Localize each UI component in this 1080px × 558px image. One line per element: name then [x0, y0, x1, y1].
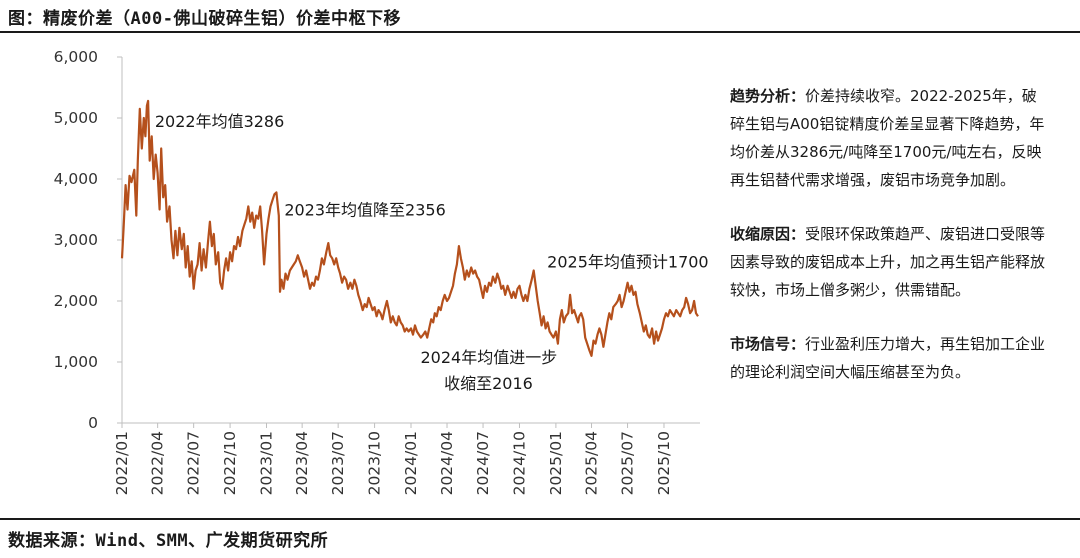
annotation-1: 2023年均值降至2356 — [284, 201, 445, 220]
x-tick-label: 2023/07 — [329, 431, 347, 495]
note-trend: 趋势分析：价差持续收窄。2022-2025年，破碎生铝与A00铝锭精度价差呈显著… — [730, 82, 1048, 194]
note-signal-label: 市场信号： — [730, 335, 806, 353]
x-tick-label: 2022/10 — [221, 431, 239, 495]
x-tick-label: 2025/07 — [619, 431, 637, 495]
note-cause-text: 受限环保政策趋严、废铝进口受限等因素导致的废铝成本上升，加之再生铝产能释放较快，… — [730, 225, 1046, 299]
y-tick-label: 5,000 — [54, 109, 98, 127]
series-line-0 — [120, 99, 699, 357]
y-tick-label: 3,000 — [54, 231, 98, 249]
y-tick-label: 2,000 — [54, 292, 98, 310]
y-tick-label: 4,000 — [54, 170, 98, 188]
y-axis: 0 1,000 2,000 3,000 4,000 5,000 6,000 — [54, 48, 123, 432]
x-tick-label: 2024/01 — [402, 431, 420, 495]
x-tick-label: 2022/04 — [149, 431, 167, 495]
x-tick-label: 2023/01 — [258, 431, 276, 495]
y-tick-label: 6,000 — [54, 48, 98, 66]
bottom-rule — [0, 518, 1080, 520]
source-note: 数据来源：Wind、SMM、广发期货研究所 — [8, 531, 329, 551]
note-signal: 市场信号：行业盈利压力增大，再生铝加工企业的理论利润空间大幅压缩甚至为负。 — [730, 330, 1048, 386]
analysis-notes: 趋势分析：价差持续收窄。2022-2025年，破碎生铝与A00铝锭精度价差呈显著… — [730, 82, 1048, 412]
top-rule — [0, 31, 1080, 33]
y-tick-label: 0 — [88, 414, 98, 432]
x-tick-label: 2022/07 — [185, 431, 203, 495]
y-tick-label: 1,000 — [54, 353, 98, 371]
note-signal-text: 行业盈利压力增大，再生铝加工企业的理论利润空间大幅压缩甚至为负。 — [730, 335, 1046, 381]
annotation-layer: 2022年均值3286 2023年均值降至2356 2024年均值进一步收缩至201… — [155, 112, 709, 393]
figure-title: 图：精废价差（A00-佛山破碎生铝）价差中枢下移 — [8, 9, 401, 29]
note-trend-text: 价差持续收窄。2022-2025年，破碎生铝与A00铝锭精度价差呈显著下降趋势，… — [730, 87, 1045, 189]
annotation-3: 收缩至2016 — [444, 374, 533, 393]
note-cause: 收缩原因：受限环保政策趋严、废铝进口受限等因素导致的废铝成本上升，加之再生铝产能… — [730, 220, 1048, 304]
x-tick-label: 2025/10 — [655, 431, 673, 495]
annotation-4: 2025年均值预计1700 — [547, 252, 708, 271]
x-tick-label: 2024/10 — [510, 431, 528, 495]
annotation-2: 2024年均值进一步 — [421, 348, 558, 367]
series-layer — [120, 99, 699, 357]
x-tick-label: 2023/04 — [293, 431, 311, 495]
note-trend-label: 趋势分析： — [730, 87, 806, 105]
x-tick-label: 2024/07 — [474, 431, 492, 495]
x-tick-label: 2025/01 — [547, 431, 565, 495]
annotation-0: 2022年均值3286 — [155, 112, 284, 131]
x-tick-label: 2025/04 — [583, 431, 601, 495]
x-tick-label: 2022/01 — [113, 431, 131, 495]
note-cause-label: 收缩原因： — [730, 225, 806, 243]
x-tick-label: 2024/04 — [438, 431, 456, 495]
x-axis: 2022/01 2022/04 2022/07 2022/10 2023/01 2023/… — [113, 422, 700, 495]
x-tick-label: 2023/10 — [366, 431, 384, 495]
